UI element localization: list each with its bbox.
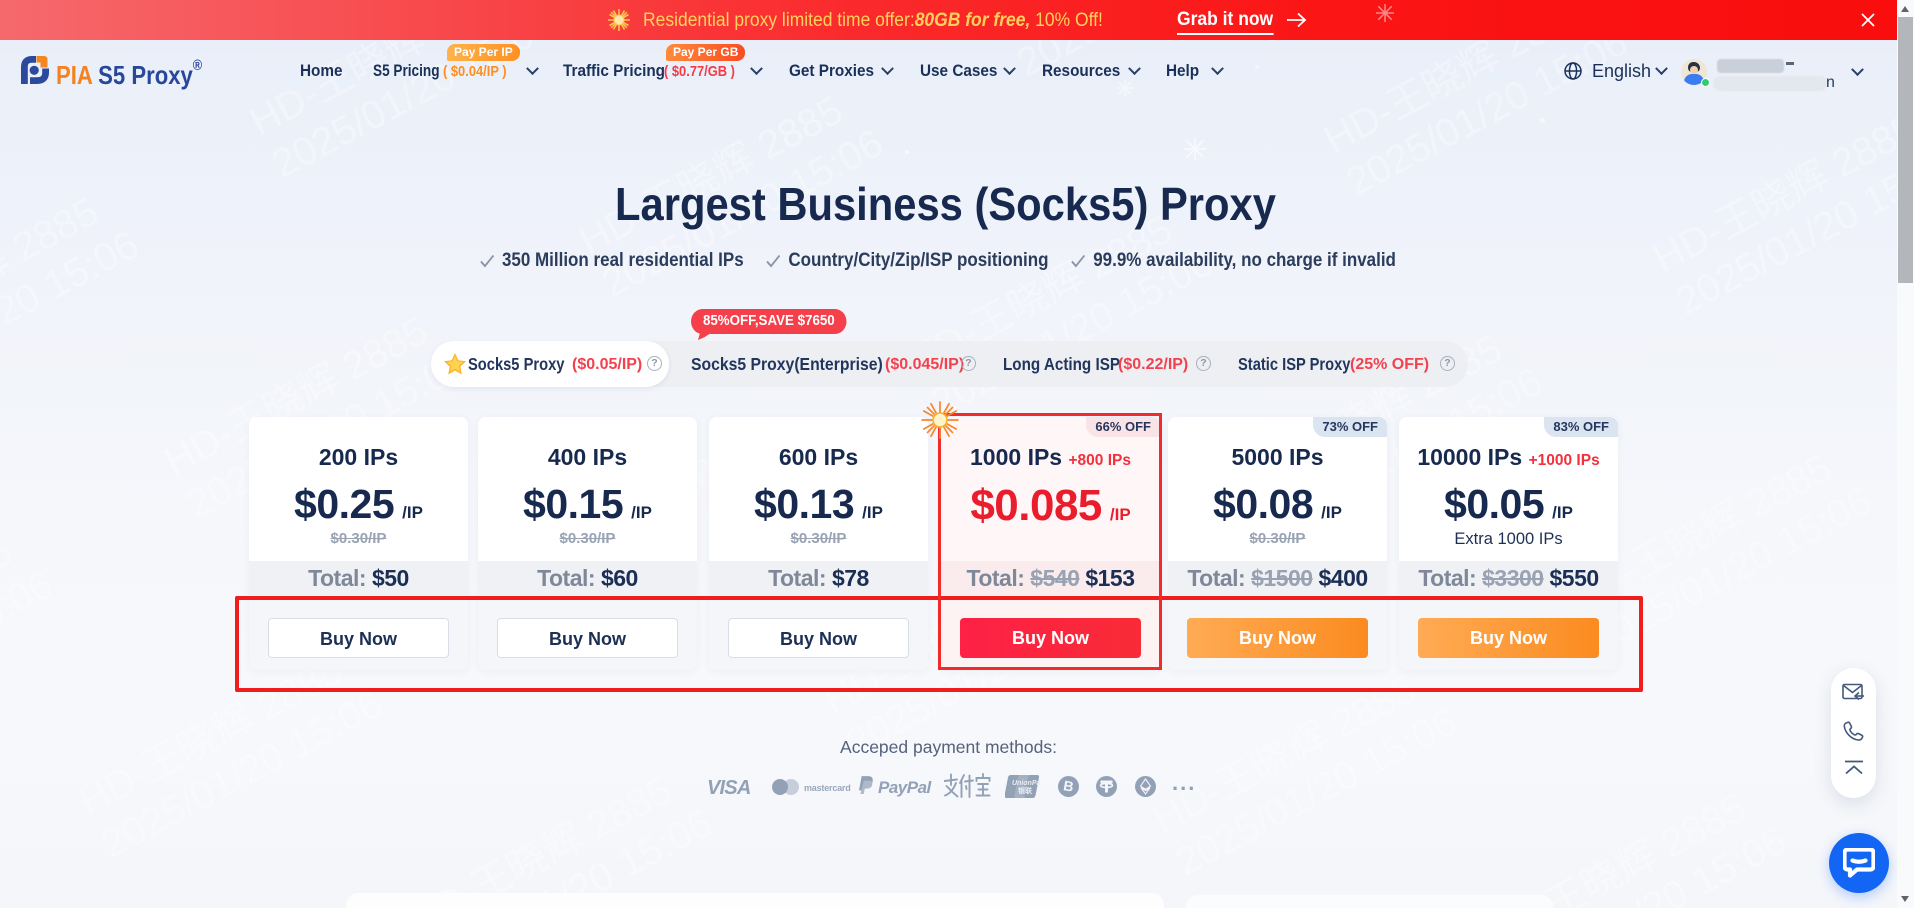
- svg-text:UnionPay: UnionPay: [1012, 780, 1041, 787]
- svg-text:银联: 银联: [1018, 786, 1033, 795]
